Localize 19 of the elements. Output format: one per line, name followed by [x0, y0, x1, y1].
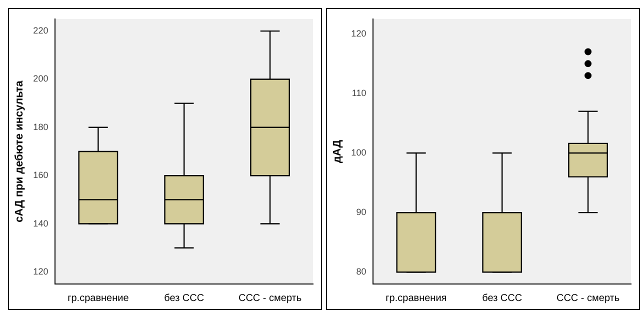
y-tick-label: 120	[33, 266, 48, 276]
x-tick-label: без ССС	[164, 292, 204, 304]
y-tick-label: 90	[356, 207, 366, 218]
y-tick-label: 220	[33, 26, 48, 36]
x-tick-label: гр.сравнение	[68, 292, 130, 304]
y-axis-title: дАД	[332, 140, 344, 164]
y-tick-label: 80	[356, 266, 366, 277]
y-tick-label: 140	[33, 218, 48, 228]
y-tick-label: 100	[351, 147, 366, 158]
y-tick-label: 120	[351, 28, 366, 38]
y-tick-label: 110	[352, 88, 366, 98]
y-tick-label: 160	[33, 170, 48, 180]
x-tick-label: без ССС	[482, 292, 522, 304]
x-tick-label: ССС - смерть	[238, 292, 302, 304]
x-tick-label: ССС - смерть	[556, 292, 620, 304]
y-tick-label: 200	[33, 74, 48, 84]
y-tick-label: 180	[33, 122, 48, 132]
y-axis-title: сАД при дебюте инсульта	[14, 80, 26, 222]
x-tick-label: гр.сравнения	[386, 292, 447, 304]
